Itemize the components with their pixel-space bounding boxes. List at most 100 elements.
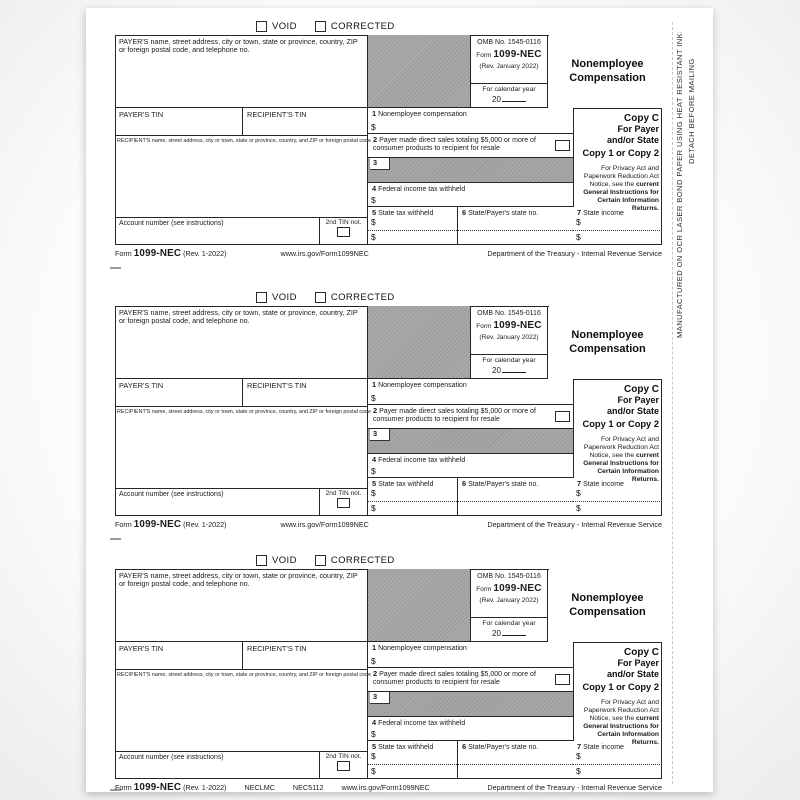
- box2-direct-sales: 2 Payer made direct sales totaling $5,00…: [368, 405, 573, 429]
- second-tin-checkbox[interactable]: [337, 498, 350, 508]
- footer-form-id: Form 1099-NEC (Rev. 1-2022): [115, 519, 227, 530]
- second-tin-cell: 2nd TIN not.: [320, 489, 368, 516]
- calendar-year-field[interactable]: For calendar year 20: [471, 617, 547, 641]
- box1-dollar-sign: $: [371, 122, 376, 132]
- box6-state-number-field[interactable]: 6 State/Payer's state no.: [458, 207, 573, 245]
- box5-dollar-sign-2: $: [371, 503, 376, 513]
- footer-irs-url: www.irs.gov/Form1099NEC: [341, 783, 430, 792]
- corrected-checkbox[interactable]: [314, 292, 326, 303]
- recipient-info-field[interactable]: RECIPIENT'S name, street address, city o…: [115, 136, 371, 218]
- payer-tin-field[interactable]: PAYER'S TIN: [115, 379, 243, 407]
- box6-state-number-field[interactable]: 6 State/Payer's state no.: [458, 741, 573, 779]
- box1-nonemployee-compensation-field[interactable]: 1 Nonemployee compensation $: [368, 379, 573, 405]
- table-top-border: [115, 306, 549, 307]
- box6-divider: [458, 764, 573, 765]
- box5-dollar-sign-2: $: [371, 766, 376, 776]
- box4-federal-tax-field[interactable]: 4 Federal income tax withheld $: [368, 717, 573, 741]
- box5-label: 5 State tax withheld: [372, 479, 434, 488]
- recipient-tin-field[interactable]: RECIPIENT'S TIN: [243, 379, 368, 407]
- footer-irs-url: www.irs.gov/Form1099NEC: [280, 520, 369, 529]
- perforation-dash: [110, 789, 121, 791]
- calendar-year-value: 20: [471, 365, 547, 375]
- corrected-checkbox[interactable]: [314, 555, 326, 566]
- second-tin-cell: 2nd TIN not.: [320, 218, 368, 245]
- corrected-label: CORRECTED: [330, 555, 395, 566]
- payer-tin-field[interactable]: PAYER'S TIN: [115, 642, 243, 670]
- box5-state-tax-field[interactable]: 5 State tax withheld $ $: [368, 207, 458, 245]
- privacy-act-notice: For Privacy Act and Paperwork Reduction …: [583, 435, 659, 483]
- void-checkbox[interactable]: [256, 292, 267, 303]
- box2-checkbox[interactable]: [555, 411, 570, 422]
- table-right-border: [660, 642, 662, 779]
- table-right-border: [660, 108, 662, 245]
- form-1099-nec-copy: VOID CORRECTED PAYER'S name, street addr…: [115, 289, 662, 541]
- box3-shaded-bar: 3: [368, 429, 573, 454]
- box2-checkbox[interactable]: [555, 140, 570, 151]
- copy-designation: Copy C For Payer and/or State Copy 1 or …: [582, 113, 659, 158]
- payer-tin-field[interactable]: PAYER'S TIN: [115, 108, 243, 136]
- omb-number: OMB No. 1545-0116: [477, 39, 541, 46]
- recipient-info-field[interactable]: RECIPIENT'S name, street address, city o…: [115, 670, 371, 752]
- box2-checkbox[interactable]: [555, 674, 570, 685]
- void-corrected-row: VOID CORRECTED: [256, 292, 408, 303]
- second-tin-label: 2nd TIN not.: [325, 753, 362, 760]
- calendar-year-value: 20: [471, 628, 547, 638]
- box6-state-number-field[interactable]: 6 State/Payer's state no.: [458, 478, 573, 516]
- box4-federal-tax-field[interactable]: 4 Federal income tax withheld $: [368, 183, 573, 207]
- second-tin-checkbox[interactable]: [337, 227, 350, 237]
- payer-info-label: PAYER'S name, street address, city or to…: [119, 571, 358, 589]
- void-checkbox[interactable]: [256, 21, 267, 32]
- calendar-year-field[interactable]: For calendar year 20: [471, 354, 547, 378]
- payer-tin-label: PAYER'S TIN: [119, 110, 164, 119]
- form-number-line: Form 1099-NEC: [471, 317, 547, 331]
- box2-direct-sales: 2 Payer made direct sales totaling $5,00…: [368, 134, 573, 158]
- box5-state-tax-field[interactable]: 5 State tax withheld $ $: [368, 478, 458, 516]
- payer-info-field[interactable]: PAYER'S name, street address, city or to…: [115, 569, 368, 642]
- recipient-tin-field[interactable]: RECIPIENT'S TIN: [243, 108, 368, 136]
- account-number-field[interactable]: Account number (see instructions): [115, 218, 320, 245]
- footer-irs-url: www.irs.gov/Form1099NEC: [280, 249, 369, 258]
- privacy-act-notice: For Privacy Act and Paperwork Reduction …: [583, 164, 659, 212]
- account-number-field[interactable]: Account number (see instructions): [115, 752, 320, 779]
- copy-designation: Copy C For Payer and/or State Copy 1 or …: [582, 647, 659, 692]
- calendar-label: For calendar year: [482, 620, 536, 627]
- box2-label: 2 Payer made direct sales totaling $5,00…: [373, 406, 536, 424]
- form-table: PAYER'S name, street address, city or to…: [115, 569, 662, 779]
- box6-label: 6 State/Payer's state no.: [462, 479, 539, 488]
- box5-label: 5 State tax withheld: [372, 742, 434, 751]
- box7-dollar-sign: $: [576, 751, 581, 761]
- omb-box: OMB No. 1545-0116 Form 1099-NEC (Rev. Ja…: [470, 306, 548, 379]
- form-number: 1099-NEC: [493, 49, 542, 60]
- recipient-info-field[interactable]: RECIPIENT'S name, street address, city o…: [115, 407, 371, 489]
- forms-container: VOID CORRECTED PAYER'S name, street addr…: [86, 8, 713, 793]
- second-tin-checkbox[interactable]: [337, 761, 350, 771]
- copy-designation: Copy C For Payer and/or State Copy 1 or …: [582, 384, 659, 429]
- box1-nonemployee-compensation-field[interactable]: 1 Nonemployee compensation $: [368, 108, 573, 134]
- perforation-dash: [110, 267, 121, 269]
- box5-state-tax-field[interactable]: 5 State tax withheld $ $: [368, 741, 458, 779]
- form-number: 1099-NEC: [493, 583, 542, 594]
- footer-form-id: Form 1099-NEC (Rev. 1-2022): [115, 248, 227, 259]
- box4-label: 4 Federal income tax withheld: [372, 455, 466, 464]
- calendar-year-field[interactable]: For calendar year 20: [471, 83, 547, 107]
- box7-label: 7 State income: [577, 479, 624, 488]
- payer-info-label: PAYER'S name, street address, city or to…: [119, 308, 358, 326]
- payer-info-field[interactable]: PAYER'S name, street address, city or to…: [115, 35, 368, 108]
- table-right-border: [660, 379, 662, 516]
- box1-nonemployee-compensation-field[interactable]: 1 Nonemployee compensation $: [368, 642, 573, 668]
- box4-dollar-sign: $: [371, 729, 376, 739]
- recipient-tin-field[interactable]: RECIPIENT'S TIN: [243, 642, 368, 670]
- payer-info-field[interactable]: PAYER'S name, street address, city or to…: [115, 306, 368, 379]
- box7-state-income-field[interactable]: 7 State income $ $: [573, 478, 662, 516]
- omb-number: OMB No. 1545-0116: [477, 310, 541, 317]
- shaded-box: [368, 306, 470, 379]
- box4-federal-tax-field[interactable]: 4 Federal income tax withheld $: [368, 454, 573, 478]
- void-checkbox[interactable]: [256, 555, 267, 566]
- account-number-field[interactable]: Account number (see instructions): [115, 489, 320, 516]
- copy-designation-column: Copy C For Payer and/or State Copy 1 or …: [573, 642, 662, 746]
- box7-state-income-field[interactable]: 7 State income $ $: [573, 741, 662, 779]
- corrected-checkbox[interactable]: [314, 21, 326, 32]
- calendar-year-value: 20: [471, 94, 547, 104]
- box7-state-income-field[interactable]: 7 State income $ $: [573, 207, 662, 245]
- box4-label: 4 Federal income tax withheld: [372, 184, 466, 193]
